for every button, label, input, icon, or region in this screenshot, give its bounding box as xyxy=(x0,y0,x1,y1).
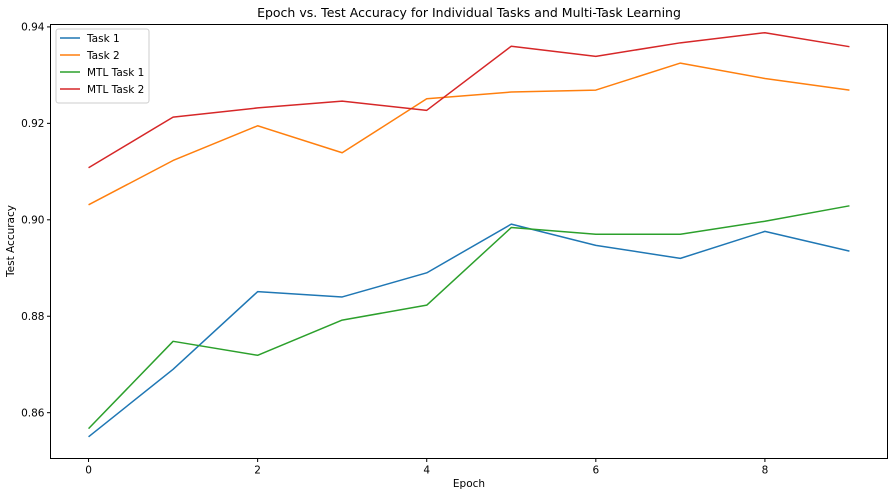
x-tick-label: 2 xyxy=(254,465,261,477)
series-line-task-1 xyxy=(88,223,850,438)
x-tick-label: 8 xyxy=(762,465,769,477)
y-tick-label: 0.90 xyxy=(21,215,44,227)
plot-frame xyxy=(50,24,888,459)
legend-label: MTL Task 1 xyxy=(87,67,144,79)
x-axis-label: Epoch xyxy=(453,478,485,490)
legend: Task 1 Task 2 MTL Task 1 MTL Task 2 xyxy=(55,28,150,104)
y-tick-label: 0.88 xyxy=(21,311,44,323)
x-tick-label: 4 xyxy=(423,465,430,477)
series-line-task-2 xyxy=(88,62,850,206)
legend-label: MTL Task 2 xyxy=(87,84,144,96)
y-tick-label: 0.86 xyxy=(21,407,45,419)
chart-title: Epoch vs. Test Accuracy for Individual T… xyxy=(257,5,681,20)
x-tick-label: 0 xyxy=(85,465,92,477)
series-line-mtl-task-1 xyxy=(88,205,850,430)
series-line-mtl-task-2 xyxy=(88,31,850,169)
x-axis: 0 2 4 6 8 xyxy=(85,458,769,477)
x-tick-label: 6 xyxy=(592,465,599,477)
y-axis-label: Test Accuracy xyxy=(5,205,17,278)
plot-area xyxy=(88,31,850,438)
legend-box xyxy=(55,28,150,104)
y-tick-label: 0.94 xyxy=(21,22,45,34)
y-tick-label: 0.92 xyxy=(21,118,44,130)
legend-label: Task 2 xyxy=(86,50,120,62)
y-axis: 0.86 0.88 0.90 0.92 0.94 xyxy=(21,22,51,419)
legend-label: Task 1 xyxy=(86,33,120,45)
